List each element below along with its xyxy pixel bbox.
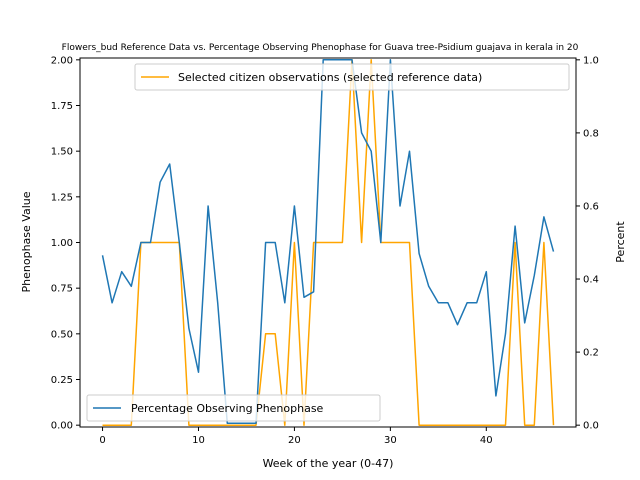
left-y-tick-label: 1.75 — [51, 101, 73, 112]
left-y-tick-label: 1.25 — [51, 192, 73, 203]
left-y-tick-label: 0.75 — [51, 284, 73, 295]
chart-title: Flowers_bud Reference Data vs. Percentag… — [62, 43, 579, 53]
x-tick-label: 40 — [480, 435, 493, 446]
legend-box — [134, 63, 570, 91]
right-y-tick-label: 0.4 — [583, 275, 599, 286]
left-y-tick-label: 1.50 — [51, 147, 73, 158]
legend-box — [86, 394, 381, 422]
right-y-tick-label: 0.6 — [583, 201, 599, 212]
right-y-axis-label: Percent — [614, 221, 627, 263]
right-y-tick-label: 0.8 — [583, 128, 599, 139]
right-y-tick-label: 1.0 — [583, 55, 599, 66]
plot-lines — [101, 59, 555, 426]
series-line-percentage-observing — [101, 59, 555, 425]
left-y-tick-label: 2.00 — [51, 55, 73, 66]
right-y-tick-label: 0.2 — [583, 348, 599, 359]
x-axis-ticks: 0 10 20 30 40 — [99, 427, 493, 446]
left-y-axis-label: Phenophase Value — [20, 191, 33, 292]
right-y-axis-ticks: 0.0 0.2 0.4 0.6 0.8 1.0 — [576, 55, 599, 432]
legend-entry-percentage: Percentage Observing Phenophase — [131, 402, 324, 415]
left-y-tick-label: 0.00 — [51, 421, 73, 432]
x-tick-label: 0 — [99, 435, 105, 446]
x-tick-label: 10 — [192, 435, 205, 446]
left-y-axis-ticks: 0.00 0.25 0.50 0.75 1.00 1.25 1.50 1.75 2.00 — [51, 55, 80, 432]
right-y-tick-label: 0.0 — [583, 421, 599, 432]
legend-lower-left: Percentage Observing Phenophase — [86, 394, 381, 422]
series-line-citizen-observations — [102, 59, 555, 426]
left-y-tick-label: 0.25 — [51, 375, 73, 386]
legend-entry-citizen: Selected citizen observations (selected … — [178, 71, 482, 84]
left-y-tick-label: 1.00 — [51, 238, 73, 249]
x-tick-label: 30 — [384, 435, 397, 446]
x-tick-label: 20 — [288, 435, 301, 446]
x-axis-label: Week of the year (0-47) — [263, 457, 394, 470]
left-y-tick-label: 0.50 — [51, 329, 73, 340]
legend-upper-right: Selected citizen observations (selected … — [134, 63, 570, 91]
